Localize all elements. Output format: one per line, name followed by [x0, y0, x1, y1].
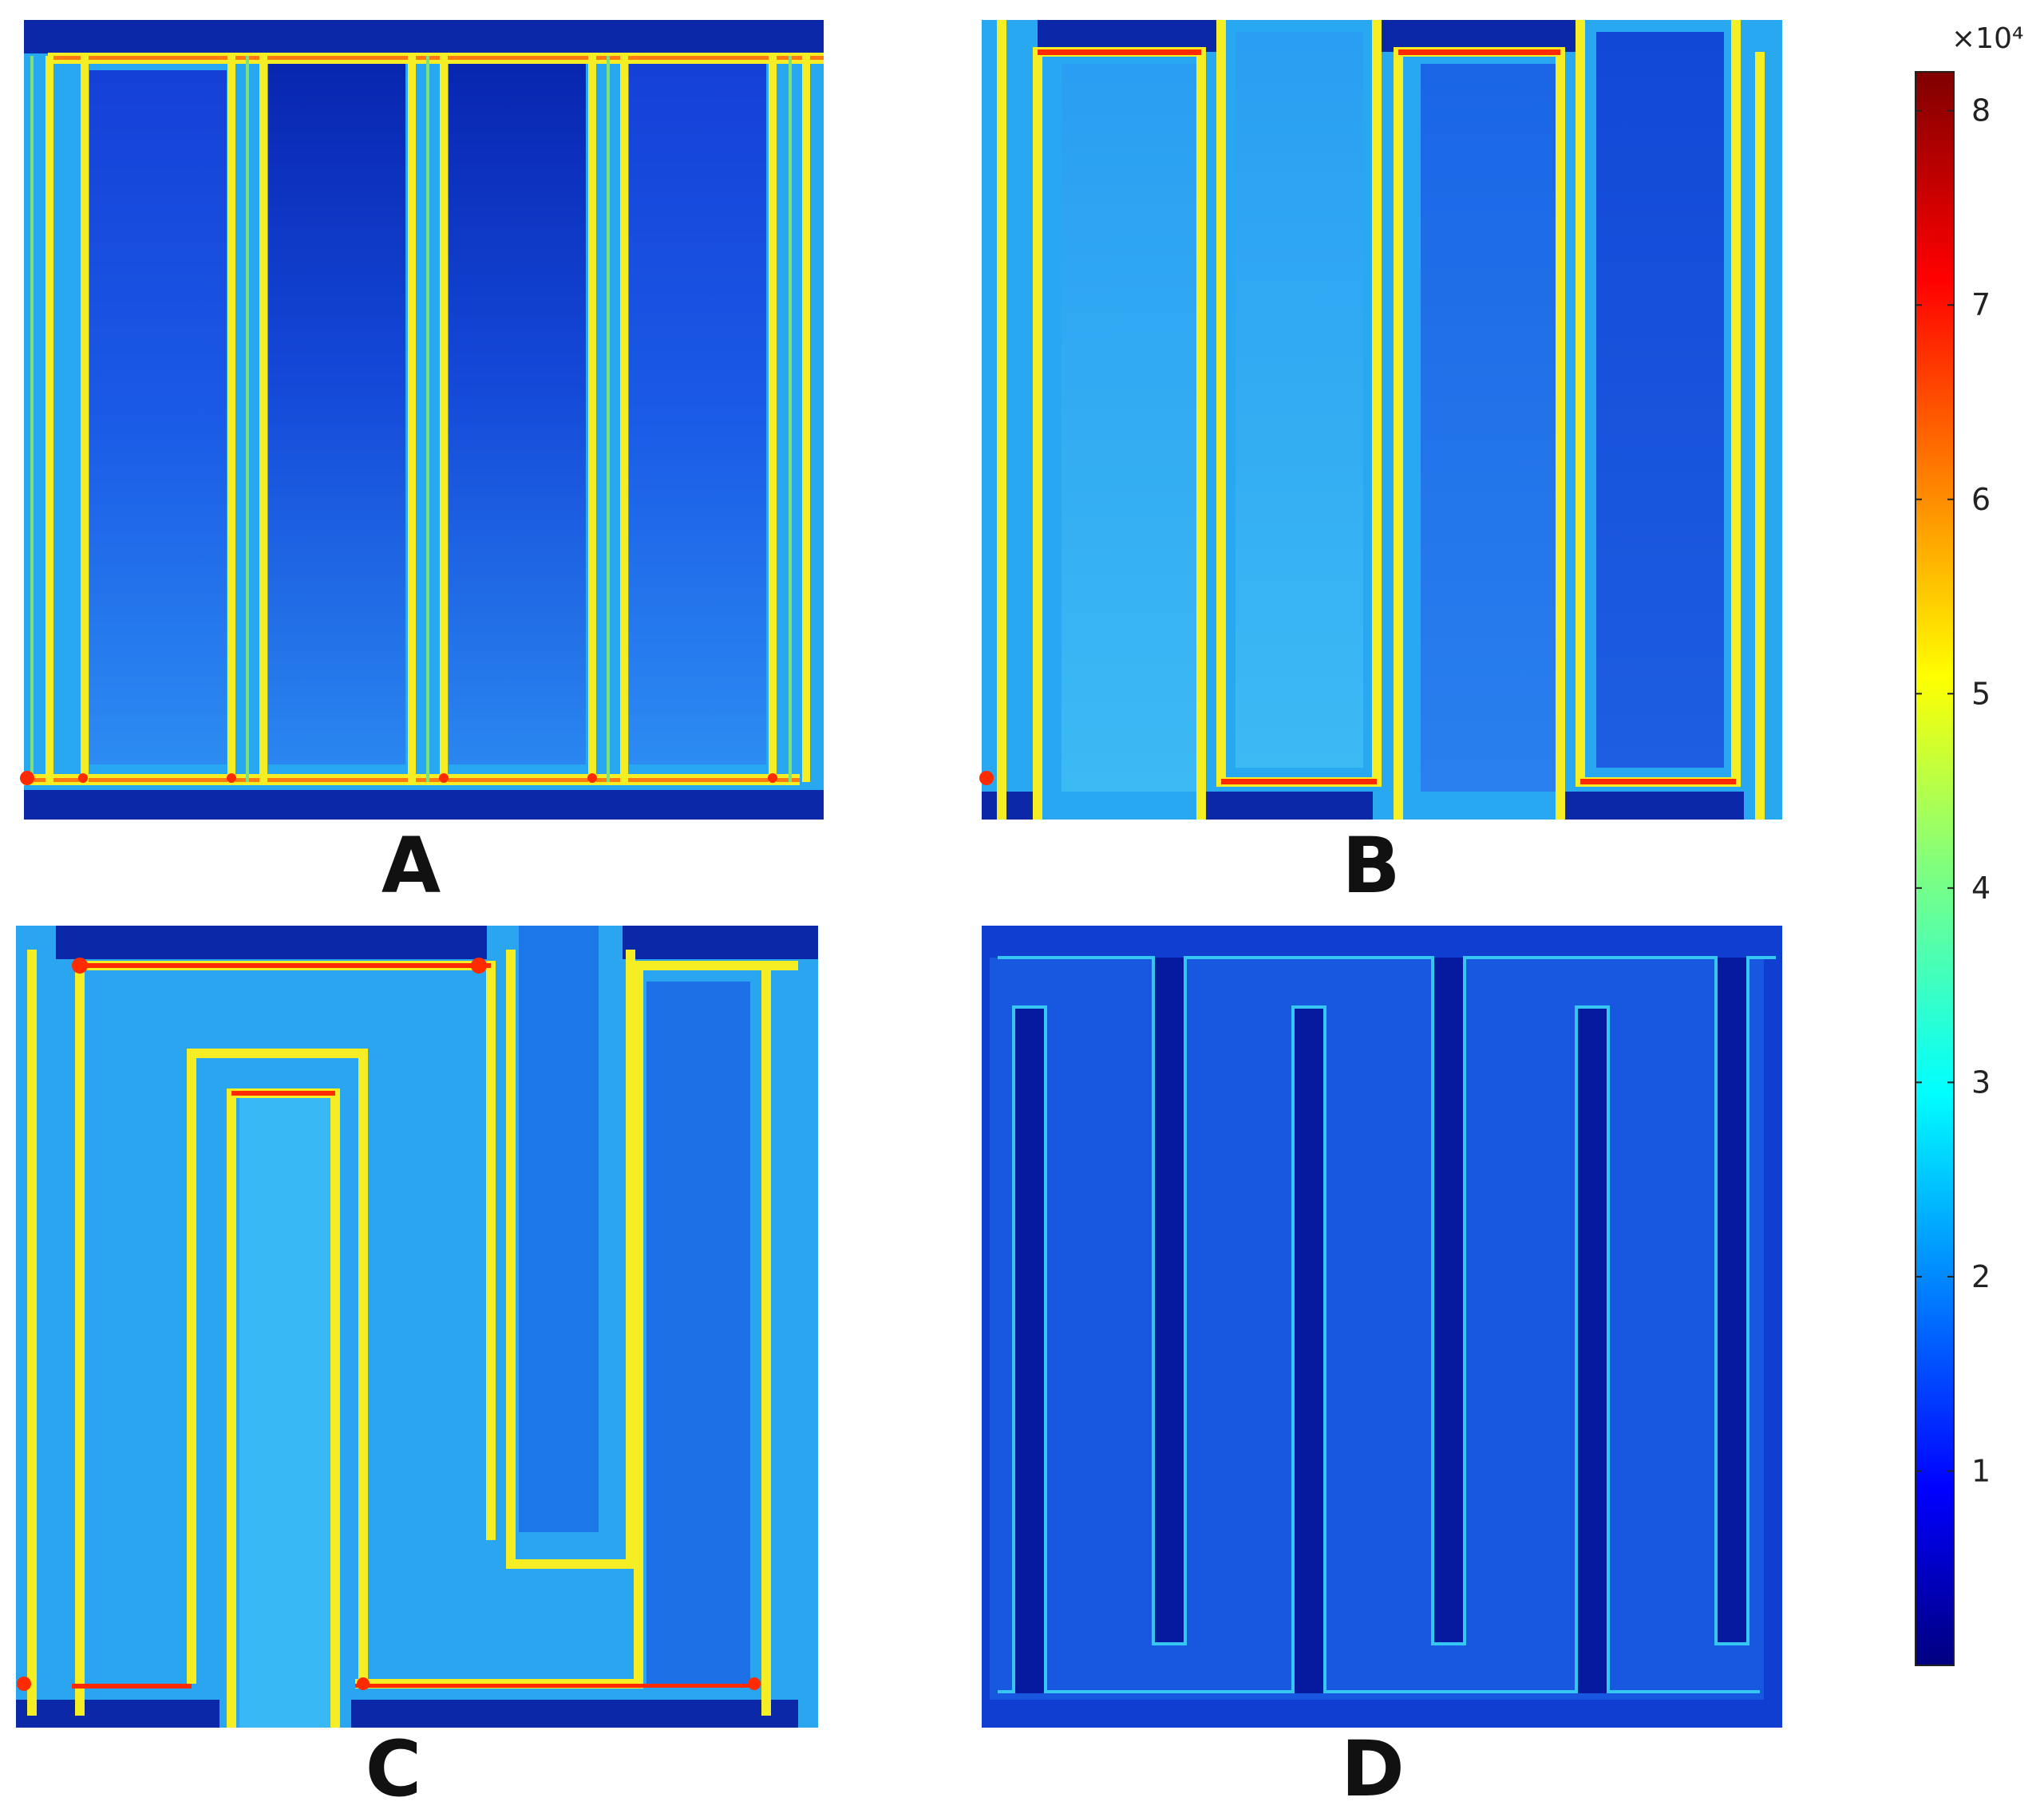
- colorbar-tick-label: 8: [1971, 93, 1991, 128]
- colorbar-tick-label: 1: [1971, 1453, 1991, 1488]
- panel-a-label: A: [382, 821, 441, 910]
- panel-c-label: C: [366, 1724, 421, 1814]
- panel-c-bottom-band-2: [351, 1700, 798, 1728]
- panel-d-label: D: [1341, 1724, 1405, 1814]
- colorbar-tick-label: 3: [1971, 1065, 1991, 1100]
- panel-b-channel-2: [1235, 32, 1363, 768]
- panel-a-ribs: [45, 56, 810, 782]
- panel-b: [979, 20, 1782, 820]
- panel-c-inlet-channel: [519, 926, 599, 1532]
- colorbar-tick-label: 2: [1971, 1259, 1991, 1294]
- panel-d-field: [990, 958, 1764, 1700]
- panel-c-right-channel: [646, 982, 750, 1684]
- colorbar-gradient: [1915, 71, 1955, 1666]
- panel-b-top-band-2: [1381, 20, 1580, 52]
- panel-c: [16, 926, 818, 1728]
- panel-d-dark-fingers: [1014, 958, 1748, 1693]
- panel-a-channel-4: [629, 64, 766, 764]
- panel-c-top-band-2: [623, 926, 818, 959]
- panel-a: [20, 20, 824, 820]
- colorbar: 1 2 3 4 5 6 7 8 ×10⁴: [1915, 22, 2023, 1666]
- panel-a-top-hot-core: [48, 56, 824, 60]
- panel-d-flow-outline: [998, 956, 1776, 1693]
- panel-a-rib-cores: [30, 56, 792, 782]
- panel-c-flow-outline: [27, 950, 798, 1728]
- colorbar-tick-label: 6: [1971, 482, 1991, 517]
- colorbar-ticks: 1 2 3 4 5 6 7 8: [1916, 93, 1991, 1488]
- panel-a-channel-3: [449, 64, 586, 764]
- panel-c-hot-corners: [17, 958, 761, 1691]
- panel-c-outlet-channel: [239, 1093, 335, 1728]
- panel-b-channel-3: [1421, 64, 1556, 792]
- panel-a-hot-corners: [20, 771, 777, 785]
- panel-b-hot-corners: [979, 49, 1736, 785]
- panel-a-bottom-band: [24, 790, 824, 820]
- panel-a-top-band: [24, 20, 824, 53]
- panel-a-channel-1: [89, 70, 227, 764]
- panel-b-bottom-band-2: [1201, 792, 1373, 820]
- panel-b-bottom-band-1: [982, 792, 1038, 820]
- colorbar-tick-label: 5: [1971, 676, 1991, 711]
- colorbar-tick-label: 4: [1971, 871, 1991, 906]
- panel-b-bottom-band-3: [1560, 792, 1744, 820]
- panel-b-channel-1: [1062, 64, 1197, 792]
- panel-c-bottom-band-1: [16, 1700, 219, 1728]
- panel-b-channel-4: [1596, 32, 1724, 768]
- panel-b-top-band-1: [1038, 20, 1225, 52]
- colorbar-tick-label: 7: [1971, 287, 1991, 322]
- panel-b-label: B: [1342, 821, 1400, 910]
- panel-d: [982, 926, 1782, 1728]
- colorbar-multiplier: ×10⁴: [1951, 22, 2023, 55]
- panel-a-channel-2: [268, 64, 405, 764]
- panel-c-top-band-1: [56, 926, 487, 959]
